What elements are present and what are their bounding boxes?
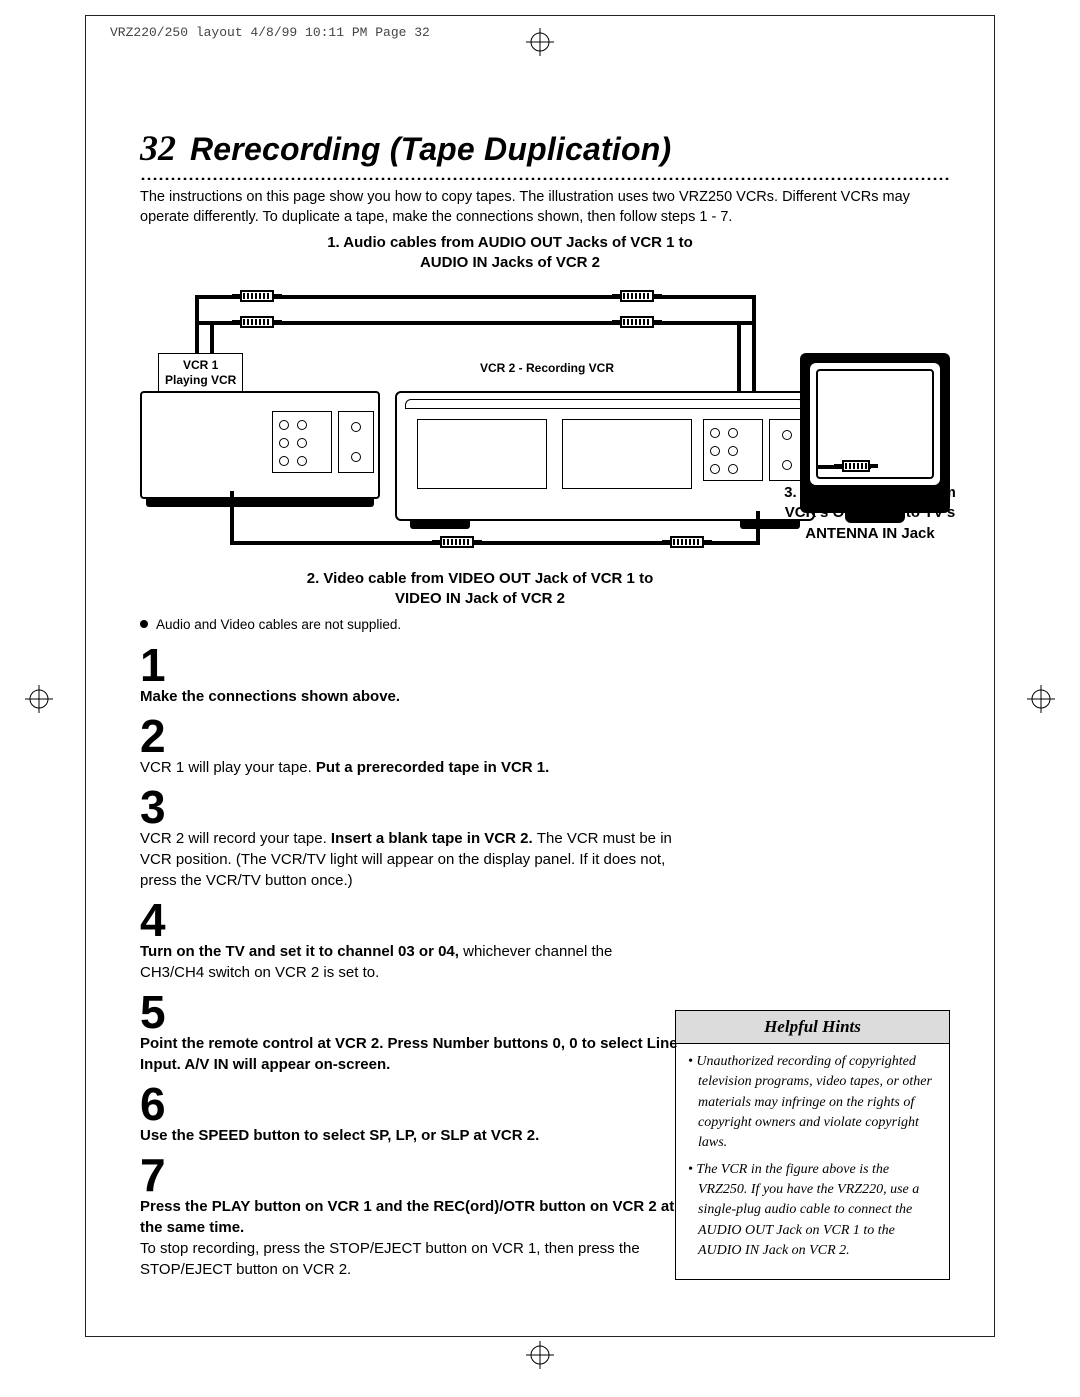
jack-panel	[703, 419, 763, 481]
step-number: 2	[140, 713, 950, 759]
registration-mark-bottom	[526, 1341, 554, 1369]
footnote-text: Audio and Video cables are not supplied.	[156, 617, 401, 632]
vcr2-foot	[410, 521, 470, 529]
step-text: Make the connections shown above.	[140, 688, 400, 705]
vcr1-illustration	[140, 391, 380, 499]
plug-icon	[620, 316, 654, 328]
ant-panel	[338, 411, 374, 473]
step-text-bold: Use the SPEED button to select SP, LP, o…	[140, 1127, 539, 1144]
label-vcr1: VCR 1 Playing VCR	[158, 353, 243, 392]
registration-mark-left	[25, 685, 53, 713]
page-number: 32	[140, 130, 176, 166]
label-vcr1-line1: VCR 1	[183, 358, 218, 372]
hints-title: Helpful Hints	[676, 1011, 949, 1044]
dotted-rule	[140, 176, 950, 180]
vcr2-illustration	[395, 391, 815, 521]
step-text-bold: Press the PLAY button on VCR 1 and the R…	[140, 1198, 674, 1236]
step-1: 1 Make the connections shown above.	[140, 642, 950, 707]
intro-paragraph: The instructions on this page show you h…	[140, 188, 950, 227]
caption-rf-coax: 3. RF coaxial cable from VCR's OUT Jack …	[780, 483, 960, 544]
label-vcr1-line2: Playing VCR	[165, 373, 236, 387]
plug-icon	[240, 290, 274, 302]
footnote: Audio and Video cables are not supplied.	[140, 617, 950, 632]
step-3: 3 VCR 2 will record your tape. Insert a …	[140, 784, 950, 891]
hint-item: The VCR in the figure above is the VRZ25…	[688, 1160, 937, 1261]
connection-diagram: 1. Audio cables from AUDIO OUT Jacks of …	[140, 233, 950, 603]
lower-section: 1 Make the connections shown above. 2 VC…	[140, 642, 950, 1280]
page-content: 32 Rerecording (Tape Duplication) The in…	[140, 130, 950, 1286]
step-text-bold: Put a prerecorded tape in VCR 1.	[316, 759, 549, 776]
step-text: VCR 1 will play your tape.	[140, 759, 316, 776]
bullet-icon	[140, 620, 148, 628]
helpful-hints-box: Helpful Hints Unauthorized recording of …	[675, 1010, 950, 1280]
step-number: 3	[140, 784, 950, 830]
hint-item: Unauthorized recording of copyrighted te…	[688, 1052, 937, 1153]
step-text-bold: Insert a blank tape in VCR 2.	[331, 830, 537, 847]
caption-audio-cables: 1. Audio cables from AUDIO OUT Jacks of …	[320, 233, 700, 274]
hints-body: Unauthorized recording of copyrighted te…	[676, 1044, 949, 1279]
cable-drop	[756, 511, 760, 545]
label-vcr2: VCR 2 - Recording VCR	[480, 361, 614, 375]
step-text-bold: Turn on the TV and set it to channel 03 …	[140, 943, 463, 960]
step-text: To stop recording, press the STOP/EJECT …	[140, 1240, 640, 1278]
coax-plug-icon	[842, 460, 870, 472]
jack-panel	[272, 411, 332, 473]
plug-icon	[440, 536, 474, 548]
plug-icon	[240, 316, 274, 328]
step-number: 4	[140, 897, 950, 943]
step-2: 2 VCR 1 will play your tape. Put a prere…	[140, 713, 950, 778]
title-row: 32 Rerecording (Tape Duplication)	[140, 130, 950, 166]
step-text-bold: Point the remote control at VCR 2. Press…	[140, 1035, 678, 1073]
registration-mark-right	[1027, 685, 1055, 713]
caption-video-cable: 2. Video cable from VIDEO OUT Jack of VC…	[290, 569, 670, 610]
step-text: VCR 2 will record your tape.	[140, 830, 331, 847]
step-number: 1	[140, 642, 950, 688]
cable-drop	[230, 491, 234, 545]
plug-icon	[620, 290, 654, 302]
step-4: 4 Turn on the TV and set it to channel 0…	[140, 897, 950, 983]
plug-icon	[670, 536, 704, 548]
vcr1-base	[146, 499, 374, 507]
page-title: Rerecording (Tape Duplication)	[190, 133, 671, 165]
print-header-meta: VRZ220/250 layout 4/8/99 10:11 PM Page 3…	[110, 25, 430, 40]
